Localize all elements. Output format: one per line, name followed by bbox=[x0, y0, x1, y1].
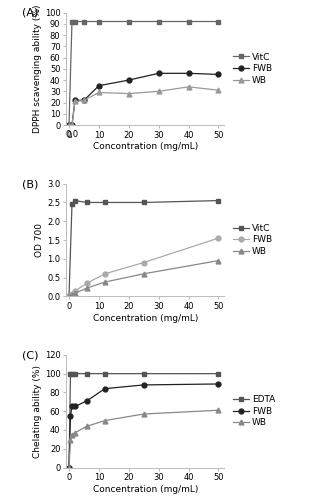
VitC bbox=[73, 198, 77, 203]
FWB bbox=[67, 294, 71, 300]
WB bbox=[67, 122, 71, 128]
Line: FWB: FWB bbox=[67, 382, 221, 470]
FWB bbox=[157, 70, 161, 76]
X-axis label: Concentration (mg/mL): Concentration (mg/mL) bbox=[92, 314, 198, 322]
WB bbox=[70, 122, 74, 128]
VitC bbox=[97, 18, 101, 24]
WB bbox=[69, 438, 73, 444]
FWB bbox=[85, 398, 89, 404]
Text: (C): (C) bbox=[22, 350, 38, 360]
WB bbox=[103, 418, 107, 424]
FWB bbox=[127, 77, 131, 83]
FWB bbox=[70, 404, 74, 409]
VitC bbox=[157, 18, 161, 24]
FWB bbox=[70, 290, 74, 296]
WB bbox=[73, 98, 77, 104]
Legend: EDTA, FWB, WB: EDTA, FWB, WB bbox=[229, 392, 279, 431]
EDTA bbox=[70, 370, 74, 376]
EDTA bbox=[73, 370, 77, 376]
WB bbox=[216, 87, 220, 93]
Line: WB: WB bbox=[67, 258, 221, 298]
VitC bbox=[82, 18, 86, 24]
Line: WB: WB bbox=[67, 408, 221, 470]
FWB bbox=[97, 82, 101, 88]
VitC bbox=[142, 200, 146, 205]
VitC bbox=[85, 200, 89, 205]
WB bbox=[67, 464, 71, 470]
WB bbox=[82, 98, 86, 103]
FWB bbox=[67, 122, 71, 128]
Line: FWB: FWB bbox=[67, 236, 221, 298]
FWB bbox=[73, 98, 77, 103]
FWB bbox=[73, 404, 77, 409]
EDTA bbox=[85, 370, 89, 376]
FWB bbox=[103, 386, 107, 392]
VitC bbox=[216, 198, 220, 203]
WB bbox=[73, 290, 77, 296]
VitC bbox=[70, 18, 74, 24]
Line: FWB: FWB bbox=[67, 71, 221, 128]
X-axis label: Concentration (mg/mL): Concentration (mg/mL) bbox=[92, 485, 198, 494]
EDTA bbox=[103, 370, 107, 376]
FWB bbox=[67, 464, 71, 470]
Line: VitC: VitC bbox=[67, 19, 221, 128]
VitC bbox=[103, 200, 107, 205]
FWB bbox=[216, 381, 220, 387]
Legend: VitC, FWB, WB: VitC, FWB, WB bbox=[229, 49, 276, 88]
FWB bbox=[82, 98, 86, 103]
WB bbox=[216, 258, 220, 264]
VitC bbox=[127, 18, 131, 24]
WB bbox=[97, 90, 101, 96]
FWB bbox=[85, 280, 89, 286]
FWB bbox=[186, 70, 190, 76]
FWB bbox=[142, 260, 146, 266]
VitC bbox=[67, 122, 71, 128]
FWB bbox=[73, 288, 77, 294]
WB bbox=[103, 279, 107, 285]
Line: WB: WB bbox=[67, 84, 221, 128]
FWB bbox=[142, 382, 146, 388]
FWB bbox=[70, 122, 74, 128]
FWB bbox=[216, 235, 220, 241]
FWB bbox=[216, 72, 220, 78]
WB bbox=[157, 88, 161, 94]
EDTA bbox=[142, 370, 146, 376]
X-axis label: Concontration (mg/mL): Concontration (mg/mL) bbox=[93, 142, 198, 152]
WB bbox=[216, 407, 220, 413]
WB bbox=[142, 271, 146, 277]
EDTA bbox=[216, 370, 220, 376]
WB bbox=[73, 430, 77, 436]
WB bbox=[142, 411, 146, 417]
FWB bbox=[103, 271, 107, 277]
WB bbox=[85, 285, 89, 291]
Line: VitC: VitC bbox=[67, 198, 221, 298]
WB bbox=[70, 292, 74, 298]
Y-axis label: Chelating ability (%): Chelating ability (%) bbox=[33, 364, 42, 458]
Legend: VitC, FWB, WB: VitC, FWB, WB bbox=[229, 220, 276, 260]
Line: EDTA: EDTA bbox=[67, 371, 221, 470]
Y-axis label: OD 700: OD 700 bbox=[35, 223, 45, 257]
VitC bbox=[216, 18, 220, 24]
Text: 0,0: 0,0 bbox=[65, 130, 79, 138]
VitC bbox=[70, 202, 74, 207]
WB bbox=[70, 432, 74, 438]
Text: (B): (B) bbox=[22, 179, 38, 189]
Text: (A): (A) bbox=[22, 8, 38, 18]
VitC bbox=[67, 294, 71, 300]
FWB bbox=[69, 413, 73, 419]
Y-axis label: DPPH scavenging ability (%): DPPH scavenging ability (%) bbox=[33, 4, 42, 133]
EDTA bbox=[67, 464, 71, 470]
VitC bbox=[186, 18, 190, 24]
WB bbox=[186, 84, 190, 90]
EDTA bbox=[69, 370, 73, 376]
WB bbox=[127, 90, 131, 96]
VitC bbox=[73, 18, 77, 24]
WB bbox=[85, 423, 89, 429]
WB bbox=[67, 294, 71, 300]
